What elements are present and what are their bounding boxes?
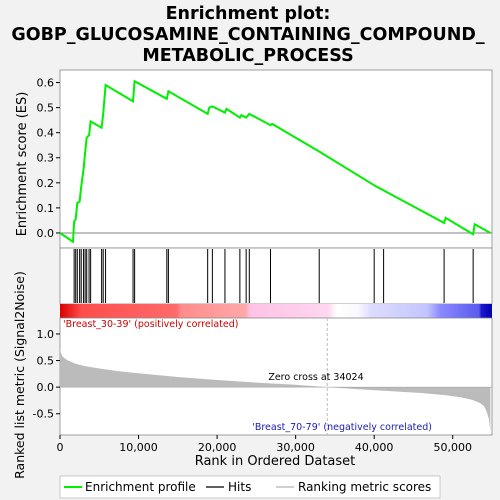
zero-cross-label: Zero cross at 34024 [268, 372, 363, 383]
es-y-ticks: 0.0 0.1 0.2 0.3 0.4 0.5 0.6 [37, 77, 60, 240]
es-y-tick-label: 0.3 [37, 152, 55, 165]
legend-item-profile: Enrichment profile [85, 480, 196, 494]
es-y-tick-label: 0.4 [37, 127, 55, 140]
x-tick-label: 50,000 [433, 441, 472, 454]
es-y-tick-label: 0.2 [37, 177, 55, 190]
hits-panel [59, 247, 493, 305]
x-tick-label: 20,000 [198, 441, 237, 454]
x-tick-label: 0 [57, 441, 64, 454]
x-tick-label: 10,000 [119, 441, 158, 454]
enrichment-profile-line [59, 79, 491, 244]
hit-marks [73, 249, 474, 303]
positive-correlation-label: 'Breast_30-39' (positively correlated) [63, 319, 239, 330]
negative-correlation-label: 'Breast_70-79' (negatively correlated) [252, 422, 432, 433]
correlation-color-bar [60, 304, 492, 318]
title-line-3: METABOLIC_PROCESS [142, 46, 353, 66]
metric-y-tick-label: 1.0 [37, 328, 55, 341]
es-y-tick-label: 0.6 [37, 77, 55, 90]
metric-y-tick-label: 0.0 [37, 381, 55, 394]
legend-box [59, 475, 441, 499]
legend: Enrichment profile Hits Ranking metric s… [59, 475, 441, 499]
es-y-tick-label: 0.0 [37, 227, 55, 240]
title-line-1: Enrichment plot: [166, 4, 331, 24]
x-tick-label: 40,000 [355, 441, 394, 454]
metric-y-tick-label: 0.5 [37, 355, 55, 368]
metric-x-ticks: 0 10,000 20,000 30,000 40,000 50,000 [57, 435, 472, 454]
es-y-tick-label: 0.5 [37, 102, 55, 115]
metric-y-axis-label: Ranked list metric (Signal2Noise) [12, 271, 27, 479]
metric-y-tick-label: -0.5 [33, 408, 54, 421]
metric-y-ticks: -0.5 0.0 0.5 1.0 [33, 328, 60, 421]
x-axis-label: Rank in Ordered Dataset [195, 454, 356, 469]
es-y-tick-label: 0.1 [37, 202, 55, 215]
es-y-axis-label: Enrichment score (ES) [15, 92, 30, 237]
title-line-2: GOBP_GLUCOSAMINE_CONTAINING_COMPOUND_ [11, 25, 485, 45]
x-tick-label: 30,000 [276, 441, 315, 454]
ranking-metric-area [60, 347, 491, 431]
legend-item-hits: Hits [228, 480, 251, 494]
legend-item-metric: Ranking metric scores [298, 480, 431, 494]
